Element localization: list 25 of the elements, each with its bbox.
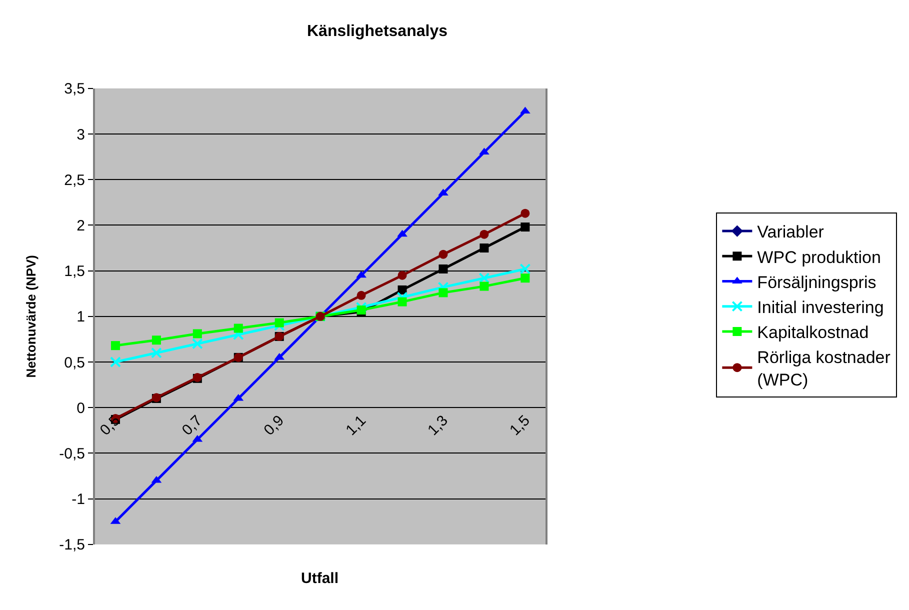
legend-label: Kapitalkostnad [757, 323, 869, 342]
legend-label: Rörliga kostnader (WPC) [757, 348, 891, 390]
y-tick-label: -0,5 [59, 445, 85, 462]
y-tick-label: 2 [76, 217, 85, 234]
legend-label: Variabler [757, 222, 824, 242]
y-tick-label: 0,5 [64, 354, 85, 372]
y-tick-label: 1 [76, 308, 85, 326]
y-tick-label: 3,5 [64, 80, 85, 98]
x-tick-label: 1,1 [342, 412, 370, 439]
y-tick-label: 0 [76, 400, 85, 417]
x-tick-label: 0,9 [260, 412, 288, 439]
x-tick-label: 1,3 [424, 412, 452, 439]
x-axis-title: Utfall [301, 570, 338, 587]
legend-label: Initial investering [757, 298, 884, 317]
y-tick-label: 1,5 [64, 263, 85, 280]
y-tick-label: -1,5 [59, 536, 85, 554]
chart-title: Känslighetsanalys [306, 23, 448, 40]
y-axis-title: Nettonuvärde (NPV) [24, 255, 39, 378]
y-tick-label: -1 [72, 491, 85, 508]
x-tick-label: 1,5 [506, 412, 534, 439]
x-tick-label: 0,7 [178, 412, 206, 439]
legend-label: WPC produktion [757, 248, 881, 267]
y-tick-label: 2,5 [64, 172, 85, 189]
legend-label: Försäljningspris [757, 272, 876, 292]
y-tick-label: 3 [76, 126, 85, 144]
